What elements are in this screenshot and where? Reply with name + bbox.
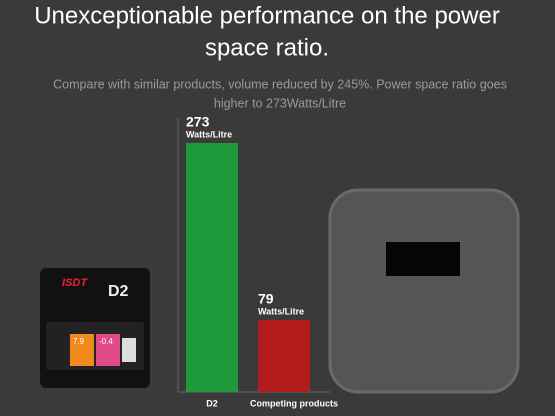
device-screen [386, 242, 460, 276]
device-reading: -0.4 [99, 337, 113, 346]
device-display [122, 338, 136, 362]
value-label: 273 [186, 114, 210, 130]
device-brand: ISDT [62, 277, 88, 289]
device-display [70, 334, 94, 366]
unit-label: Watts/Litre [258, 306, 304, 316]
value-label: 79 [258, 291, 274, 307]
title: Unexceptionable performance on the power [34, 2, 500, 29]
subtitle: Compare with similar products, volume re… [53, 77, 507, 91]
bar [258, 319, 310, 392]
x-tick-label: Competing products [250, 398, 338, 408]
device-reading: 7.9 [73, 337, 85, 346]
title: space ratio. [205, 34, 329, 61]
x-tick-label: D2 [206, 398, 218, 408]
device-model: D2 [108, 283, 129, 300]
unit-label: Watts/Litre [186, 129, 232, 139]
competing-device [328, 188, 520, 394]
device-display [96, 334, 120, 366]
subtitle: higher to 273Watts/Litre [214, 96, 346, 110]
bar [186, 143, 238, 392]
